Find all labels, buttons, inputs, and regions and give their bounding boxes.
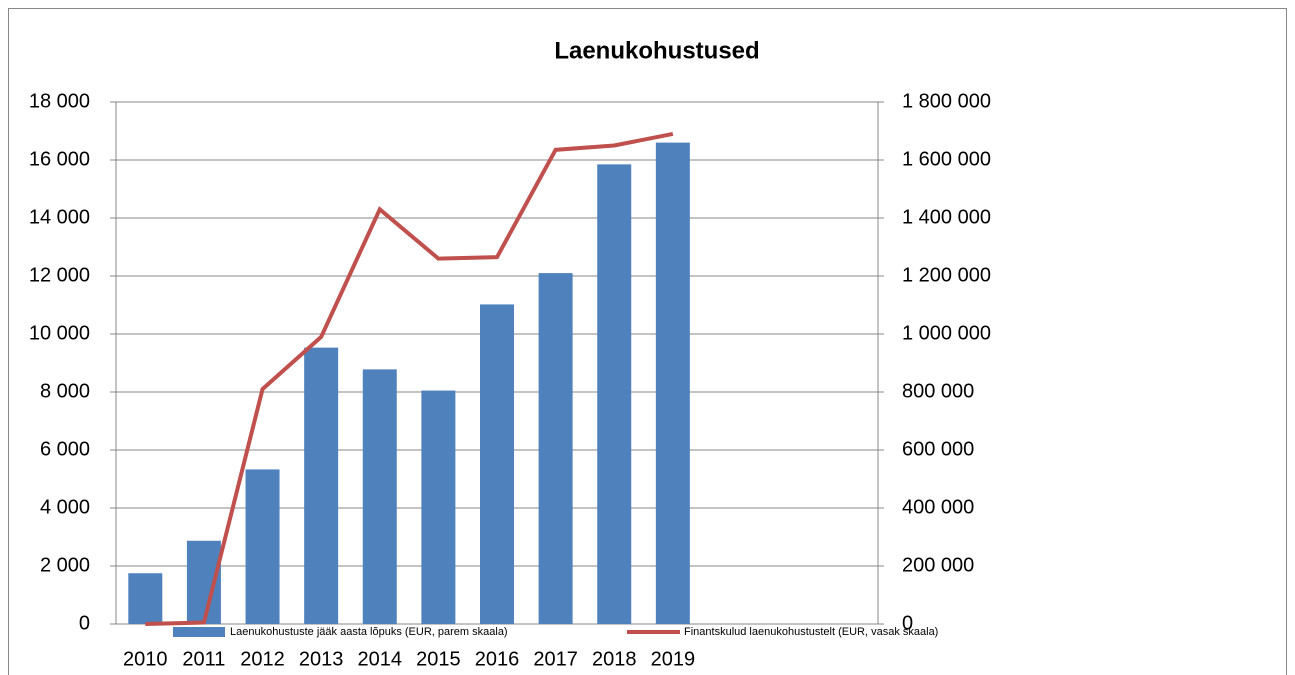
y-tick-label: 16 000 — [29, 148, 90, 170]
bar — [362, 369, 397, 624]
bar — [421, 390, 456, 624]
y2-tick-label: 1 600 000 — [902, 148, 991, 170]
y-tick-label: 0 — [79, 612, 90, 634]
bar — [597, 164, 632, 624]
chart-title: Laenukohustused — [554, 37, 759, 64]
x-tick-label: 2010 — [123, 648, 168, 670]
y-tick-label: 4 000 — [40, 496, 90, 518]
y2-tick-label: 1 200 000 — [902, 264, 991, 286]
y2-tick-label: 1 400 000 — [902, 206, 991, 228]
bar — [538, 273, 573, 624]
x-tick-label: 2013 — [299, 648, 344, 670]
y2-tick-label: 800 000 — [902, 380, 974, 402]
y-tick-label: 10 000 — [29, 322, 90, 344]
bar — [304, 347, 339, 624]
y2-tick-label: 400 000 — [902, 496, 974, 518]
legend-label: Laenukohustuste jääk aasta lõpuks (EUR, … — [230, 626, 508, 638]
y-tick-label: 12 000 — [29, 264, 90, 286]
y2-tick-label: 0 — [902, 612, 913, 634]
y-tick-label: 14 000 — [29, 206, 90, 228]
y2-tick-label: 1 000 000 — [902, 322, 991, 344]
x-tick-label: 2019 — [651, 648, 696, 670]
y2-tick-label: 1 800 000 — [902, 90, 991, 112]
x-tick-label: 2014 — [358, 648, 403, 670]
y-tick-label: 18 000 — [29, 90, 90, 112]
bar — [245, 469, 280, 624]
bar — [128, 573, 163, 624]
chart-border — [8, 8, 1287, 675]
x-tick-label: 2017 — [533, 648, 578, 670]
x-tick-label: 2011 — [182, 648, 225, 670]
y-tick-label: 2 000 — [40, 554, 90, 576]
x-tick-label: 2016 — [475, 648, 520, 670]
y2-tick-label: 600 000 — [902, 438, 974, 460]
legend-swatch — [173, 627, 225, 637]
line — [145, 131, 674, 626]
x-tick-label: 2015 — [416, 648, 461, 670]
x-tick-label: 2012 — [240, 648, 285, 670]
bar — [480, 304, 514, 624]
x-tick-label: 2018 — [592, 648, 637, 670]
y-tick-label: 6 000 — [40, 438, 90, 460]
y-tick-label: 8 000 — [40, 380, 90, 402]
legend-label: Finantskulud laenukohustustelt (EUR, vas… — [684, 626, 938, 638]
bar — [655, 142, 690, 624]
y2-tick-label: 200 000 — [902, 554, 974, 576]
